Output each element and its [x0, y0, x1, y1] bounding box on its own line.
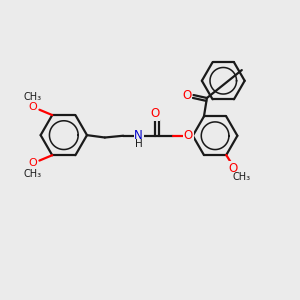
Text: O: O	[28, 102, 37, 112]
Text: H: H	[135, 139, 143, 149]
Text: O: O	[228, 162, 237, 175]
Text: CH₃: CH₃	[232, 172, 250, 182]
Text: CH₃: CH₃	[23, 169, 41, 178]
Text: O: O	[28, 158, 37, 168]
Text: CH₃: CH₃	[23, 92, 41, 102]
Text: O: O	[182, 88, 192, 101]
Text: O: O	[184, 129, 193, 142]
Text: O: O	[150, 107, 160, 120]
Text: N: N	[134, 129, 143, 142]
